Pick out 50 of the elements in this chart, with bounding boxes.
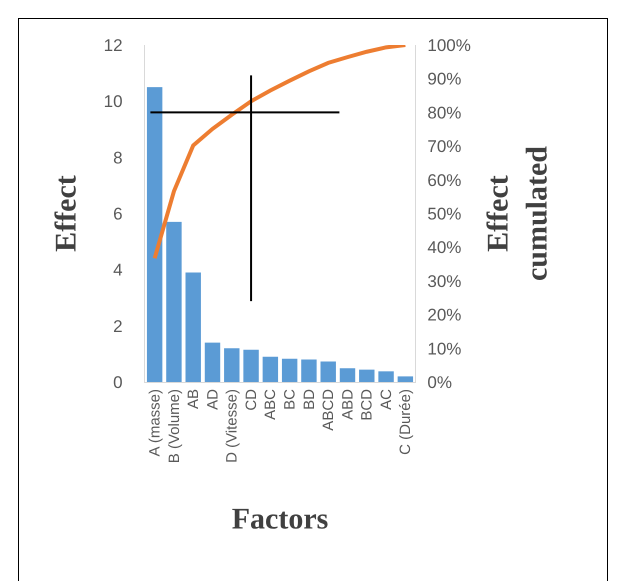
x-tick-label: ABD	[339, 388, 356, 420]
bar	[262, 356, 278, 382]
bar	[320, 362, 336, 382]
y-tick-label: 4	[113, 260, 123, 280]
y2-tick-label: 60%	[427, 170, 462, 190]
x-tick-label: ABC	[262, 388, 280, 420]
y-axis-title: Effect	[50, 175, 83, 252]
y2-tick-label: 80%	[427, 103, 462, 122]
bar	[186, 272, 201, 382]
y2-tick-label: 0%	[427, 372, 452, 392]
x-tick-label: AB	[185, 389, 202, 410]
x-tick-label: A (masse)	[146, 388, 164, 457]
y-tick-label: 8	[113, 148, 123, 168]
line-series	[152, 45, 408, 260]
bar	[166, 222, 182, 382]
y2-axis-title: Effect cumulated	[481, 146, 554, 281]
y-tick-label: 10	[104, 92, 123, 112]
x-tick-label: ABCD	[320, 388, 338, 431]
x-tick-label: C (Durée)	[397, 389, 414, 455]
y-tick-label: 12	[104, 36, 123, 55]
bar	[282, 358, 298, 382]
y2-tick-label: 10%	[427, 339, 462, 358]
x-tick-label: D (Vitesse)	[224, 389, 241, 463]
y2-tick-label: 90%	[427, 70, 462, 89]
bar	[243, 350, 259, 382]
bar	[224, 348, 240, 382]
y2-tick-label: 30%	[427, 272, 462, 291]
x-tick-label: B (Volume)	[166, 389, 183, 464]
y-tick-label: 0	[113, 372, 123, 392]
x-tick-label: CD	[242, 388, 260, 411]
x-tick-label: BD	[300, 388, 318, 410]
bar	[398, 376, 414, 382]
y-tick-label: 6	[113, 204, 123, 224]
y2-tick-label: 70%	[427, 137, 462, 156]
x-tick-label: BC	[282, 388, 299, 410]
y2-tick-label: 100%	[427, 36, 471, 55]
bar	[340, 368, 356, 382]
y-tick-label: 2	[113, 316, 123, 336]
y2-tick-label: 20%	[427, 306, 462, 325]
x-tick-label: BCD	[358, 388, 376, 421]
bar	[301, 360, 317, 382]
x-axis-title: Factors	[232, 502, 328, 536]
y2-tick-label: 40%	[427, 238, 462, 258]
y2-tick-label: 50%	[427, 204, 462, 224]
bar	[146, 87, 162, 382]
x-tick-label: AC	[378, 388, 395, 410]
bar	[204, 342, 220, 382]
bar	[359, 370, 374, 382]
x-tick-label: AD	[204, 388, 222, 410]
bar	[378, 371, 394, 382]
